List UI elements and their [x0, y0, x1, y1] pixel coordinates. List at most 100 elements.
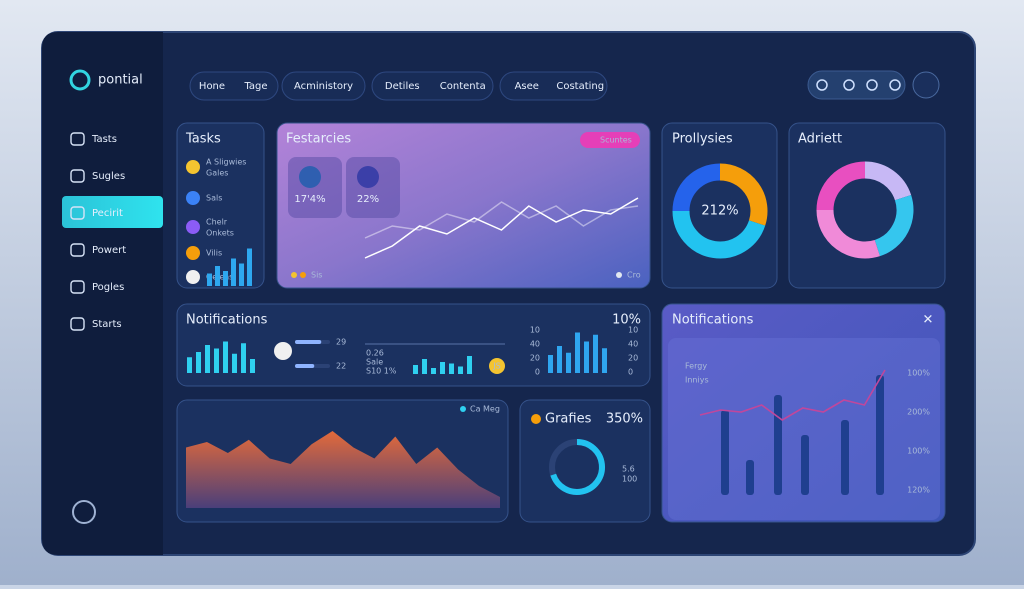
- toolbar: [807, 70, 906, 100]
- bar: [214, 348, 219, 373]
- bar: [721, 410, 729, 495]
- panel-label: Fergy: [685, 362, 707, 371]
- toolbar-icon[interactable]: [889, 79, 901, 91]
- bar: [449, 363, 454, 374]
- nav-tab[interactable]: Asee: [515, 81, 539, 92]
- axis-label: 10: [628, 326, 638, 335]
- donut-segment: [672, 210, 766, 259]
- mini-label: Sale: [366, 358, 383, 367]
- sidebar-item[interactable]: Tasts: [91, 134, 117, 145]
- sidebar-item[interactable]: Pecirit: [92, 208, 123, 219]
- nav-tab[interactable]: Hone: [199, 81, 225, 92]
- nav-tab[interactable]: Contenta: [440, 81, 486, 92]
- nav-pill: [499, 71, 608, 101]
- sidebar-item[interactable]: Powert: [92, 245, 126, 256]
- legend-dot: [460, 406, 466, 412]
- card-title: Tasks: [185, 132, 221, 147]
- legend-dot: [616, 272, 622, 278]
- axis-label: 20: [530, 354, 540, 363]
- progress: [295, 340, 322, 344]
- bar: [774, 395, 782, 495]
- area: [186, 431, 500, 508]
- bar: [205, 345, 210, 373]
- legend-label: Sis: [311, 271, 322, 280]
- nav-pill: [371, 71, 494, 101]
- nav-tab[interactable]: Tage: [243, 81, 267, 92]
- card-title: Grafies: [545, 412, 592, 427]
- bar: [575, 332, 580, 373]
- task-name: Chelr: [206, 218, 228, 227]
- bar: [207, 273, 212, 286]
- bar: [223, 271, 228, 286]
- legend-label: Cro: [627, 271, 641, 280]
- nav-pill: [189, 71, 279, 101]
- bar: [593, 334, 598, 373]
- mini-label: S10 1%: [366, 367, 397, 376]
- avatar: [274, 342, 292, 360]
- bar: [440, 362, 445, 374]
- alerts-panel: [668, 338, 940, 520]
- bar: [215, 266, 220, 286]
- nav-tab[interactable]: Acministory: [294, 81, 353, 92]
- sidebar-active: [62, 196, 163, 228]
- mini-label: 0.26: [366, 349, 384, 358]
- grafies-card: [519, 399, 651, 523]
- card-title: Prollysies: [672, 132, 733, 147]
- axis-label: 0: [535, 368, 540, 377]
- line: [699, 369, 886, 421]
- donut-segment: [874, 195, 914, 257]
- task-name: A Sligwies: [206, 158, 246, 167]
- bar: [557, 346, 562, 373]
- sidebar-item[interactable]: Starts: [92, 319, 122, 330]
- line: [364, 197, 639, 259]
- adriett-card: [788, 122, 946, 289]
- bar: [187, 357, 192, 373]
- card-title: Festarcies: [286, 132, 351, 147]
- nav-tab[interactable]: Detiles: [385, 81, 420, 92]
- progress: [295, 364, 315, 368]
- stat-icon: [357, 166, 379, 188]
- bar: [458, 366, 463, 374]
- toolbar-icon[interactable]: [866, 79, 878, 91]
- donut-segment: [719, 163, 768, 226]
- stat-value: 17'4%: [294, 194, 325, 205]
- badge-label: JS: [492, 362, 500, 371]
- profile-button[interactable]: [912, 71, 940, 99]
- sidebar-icon: [70, 169, 85, 183]
- bar: [566, 352, 571, 373]
- side-label: 5.6: [622, 465, 635, 474]
- ring-progress: [550, 439, 605, 495]
- y-tick-label: 120%: [907, 486, 930, 495]
- bar: [223, 341, 228, 373]
- bar: [548, 355, 553, 373]
- stat-box: [346, 157, 400, 218]
- toolbar-icon[interactable]: [843, 79, 855, 91]
- sidebar-icon: [70, 317, 85, 331]
- sidebar-icon: [70, 243, 85, 257]
- sidebar-item[interactable]: Pogles: [92, 282, 124, 293]
- settings-icon[interactable]: [72, 500, 96, 524]
- toolbar-icon[interactable]: [816, 79, 828, 91]
- axis-label: 20: [628, 354, 638, 363]
- task-sub: Onkets: [206, 229, 234, 238]
- sidebar-item[interactable]: Sugles: [92, 171, 125, 182]
- side-label: 100: [622, 475, 637, 484]
- bar: [247, 248, 252, 286]
- task-icon: [186, 270, 200, 284]
- donut-segment: [816, 161, 866, 211]
- sidebar-icon: [70, 132, 85, 146]
- nav-tab[interactable]: Costating: [556, 81, 604, 92]
- task-name: Sals: [206, 194, 222, 203]
- legend-dot: [291, 272, 297, 278]
- grafies-icon: [531, 414, 541, 424]
- sidebar-icon: [70, 280, 85, 294]
- badge: [580, 132, 640, 148]
- features-card: [276, 122, 651, 289]
- card-title: Adriett: [798, 132, 842, 147]
- stat-value: 22%: [357, 194, 379, 205]
- bar: [232, 353, 237, 373]
- donut-segment: [864, 161, 912, 201]
- task-name: Vilis: [206, 249, 222, 258]
- bar: [413, 365, 418, 374]
